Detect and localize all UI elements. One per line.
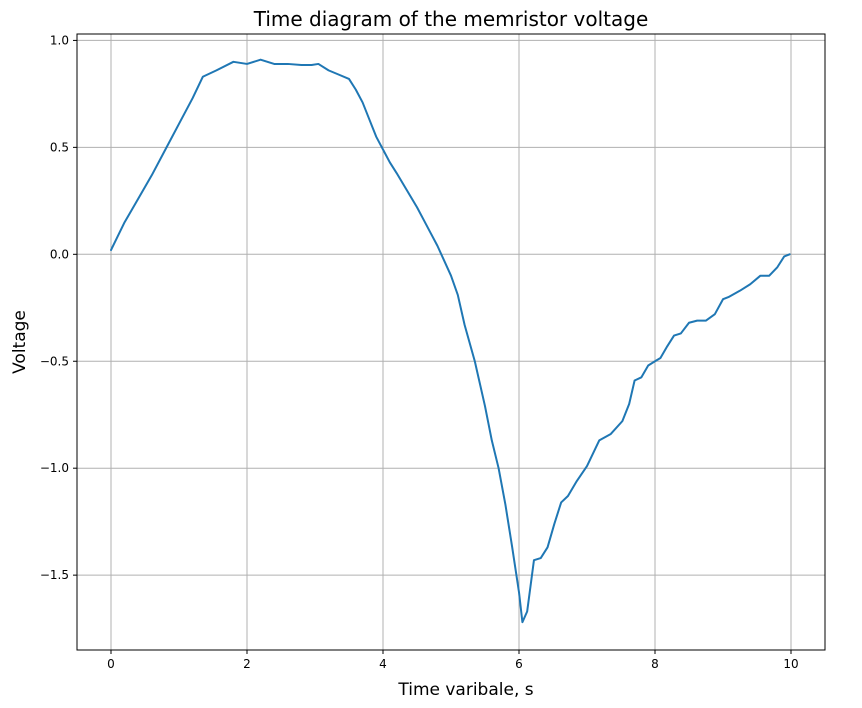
x-tick-label: 6 — [515, 657, 523, 671]
chart-title: Time diagram of the memristor voltage — [253, 7, 649, 31]
y-tick-label: 0.0 — [50, 247, 69, 261]
x-tick-label: 10 — [783, 657, 798, 671]
grid — [77, 34, 825, 650]
x-tick-label: 4 — [379, 657, 387, 671]
y-axis-ticks: −1.5 −1.0 −0.5 0.0 0.5 1.0 — [40, 33, 77, 582]
x-axis-label: Time varibale, s — [397, 680, 533, 700]
x-axis-ticks: 0 2 4 6 8 10 — [107, 650, 799, 671]
y-tick-label: −1.0 — [40, 461, 69, 475]
x-tick-label: 0 — [107, 657, 115, 671]
plot-area-frame — [76, 33, 826, 651]
x-tick-label: 8 — [651, 657, 659, 671]
x-tick-label: 2 — [243, 657, 251, 671]
y-tick-label: 1.0 — [50, 33, 69, 47]
y-tick-label: −1.5 — [40, 568, 69, 582]
y-tick-label: −0.5 — [40, 354, 69, 368]
y-tick-label: 0.5 — [50, 140, 69, 154]
y-axis-label: Voltage — [10, 310, 30, 374]
series-line-0 — [110, 58, 791, 624]
series-layer — [110, 58, 791, 624]
